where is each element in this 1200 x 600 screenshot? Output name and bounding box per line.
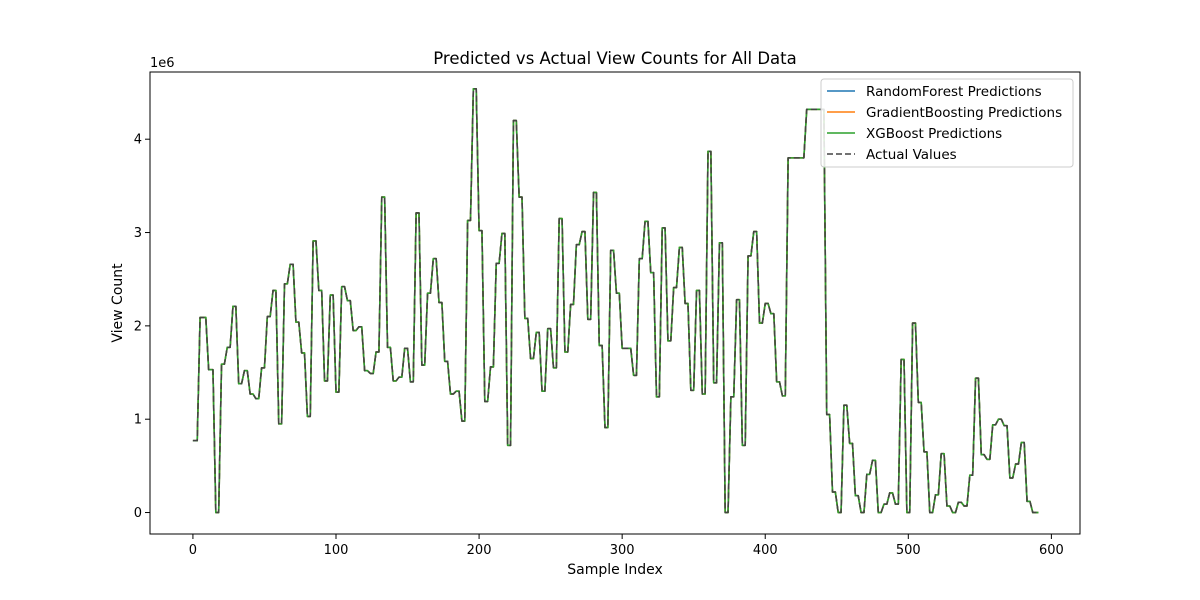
series-line-2 — [192, 88, 1039, 514]
chart-title: Predicted vs Actual View Counts for All … — [433, 49, 797, 68]
y-tick-label: 4 — [134, 133, 142, 148]
series-lines — [192, 88, 1039, 514]
legend-label: RandomForest Predictions — [866, 84, 1042, 100]
x-tick-label: 200 — [467, 543, 492, 558]
y-axis-label: View Count — [110, 263, 126, 343]
legend-label: XGBoost Predictions — [866, 126, 1002, 142]
x-tick-label: 600 — [1039, 543, 1064, 558]
x-tick-label: 100 — [324, 543, 349, 558]
x-tick-label: 400 — [753, 543, 778, 558]
y-tick-label: 3 — [134, 226, 142, 241]
y-tick-label: 1 — [134, 413, 142, 428]
x-tick-label: 500 — [896, 543, 921, 558]
y-axis-offset-label: 1e6 — [150, 56, 175, 71]
x-axis-label: Sample Index — [567, 562, 662, 578]
y-tick-label: 2 — [134, 319, 142, 334]
plot-area-frame — [149, 71, 1081, 535]
legend-label: GradientBoosting Predictions — [866, 105, 1062, 121]
legend-box — [820, 78, 1074, 168]
x-tick-label: 300 — [610, 543, 635, 558]
axis-ticks: 0 100 200 300 400 500 600 0 1 2 3 4 — [134, 133, 1064, 558]
legend-label: Actual Values — [866, 147, 957, 163]
x-tick-label: 0 — [189, 543, 197, 558]
legend: RandomForest Predictions GradientBoosting… — [820, 78, 1074, 168]
y-tick-label: 0 — [134, 506, 142, 521]
